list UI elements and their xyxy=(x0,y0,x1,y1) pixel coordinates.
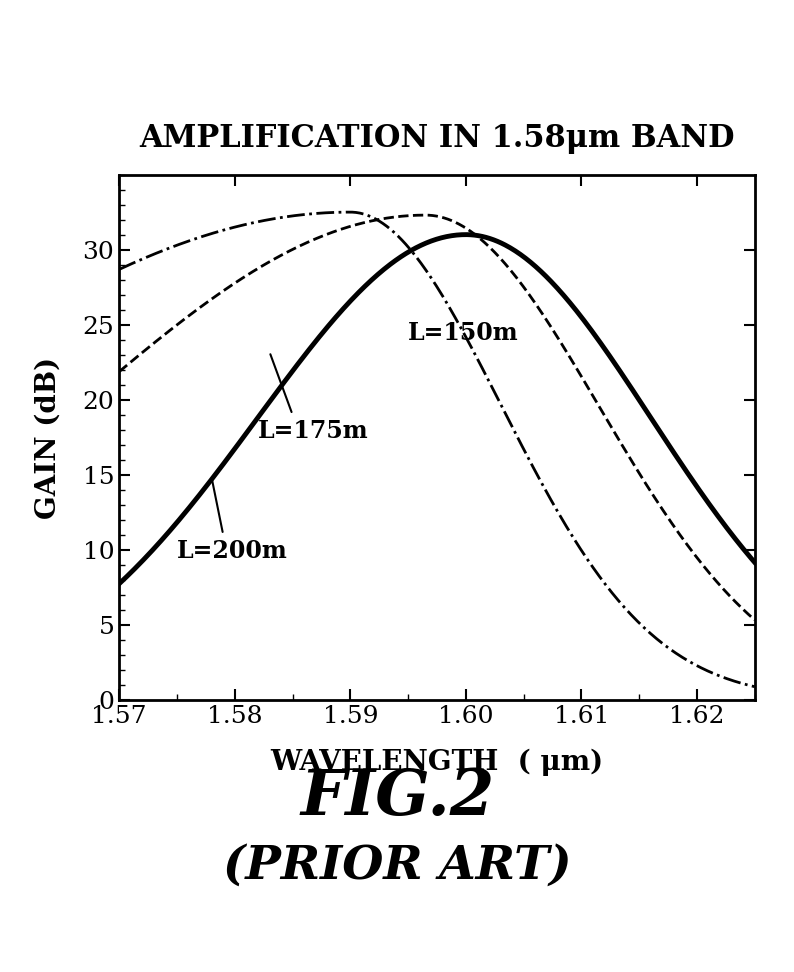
Title: AMPLIFICATION IN 1.58μm BAND: AMPLIFICATION IN 1.58μm BAND xyxy=(139,123,734,155)
Text: L=175m: L=175m xyxy=(258,418,368,442)
X-axis label: WAVELENGTH  ( μm): WAVELENGTH ( μm) xyxy=(270,748,603,776)
Text: L=200m: L=200m xyxy=(177,538,287,563)
Y-axis label: GAIN (dB): GAIN (dB) xyxy=(35,357,62,518)
Text: L=150m: L=150m xyxy=(408,321,518,345)
Text: FIG.2: FIG.2 xyxy=(300,766,494,828)
Text: (PRIOR ART): (PRIOR ART) xyxy=(223,842,571,888)
